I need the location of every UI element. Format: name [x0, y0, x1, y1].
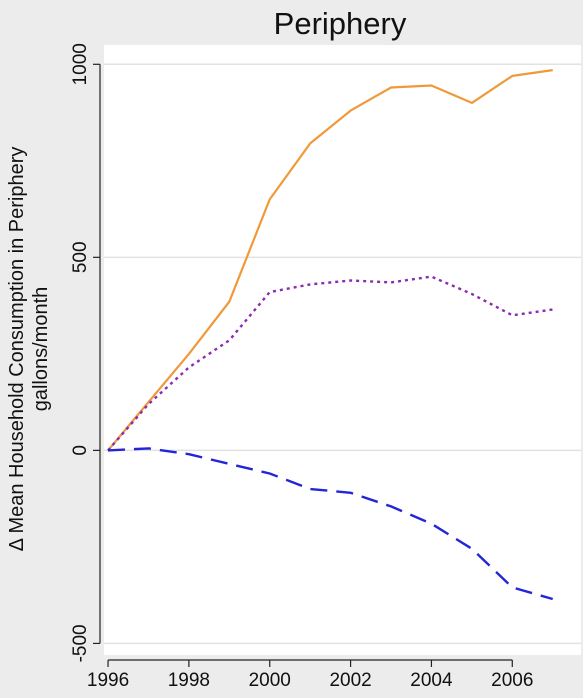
- y-tick-label: 1000: [70, 43, 91, 85]
- y-axis-unit-label: gallons/month: [30, 287, 52, 412]
- y-tick-label: -500: [70, 624, 91, 662]
- plot-area: [104, 45, 581, 655]
- chart-title: Periphery: [274, 6, 407, 41]
- y-tick-label: 0: [70, 445, 91, 456]
- x-tick-label: 1998: [168, 670, 210, 691]
- x-tick-label: 2004: [410, 670, 453, 691]
- x-tick-label: 2000: [249, 670, 291, 691]
- y-axis-label: Δ Mean Household Consumption in Peripher…: [6, 147, 28, 552]
- y-tick-label: 500: [70, 241, 91, 273]
- x-tick-label: 2002: [329, 670, 371, 691]
- x-tick-label: 1996: [87, 670, 129, 691]
- x-tick-label: 2006: [491, 670, 533, 691]
